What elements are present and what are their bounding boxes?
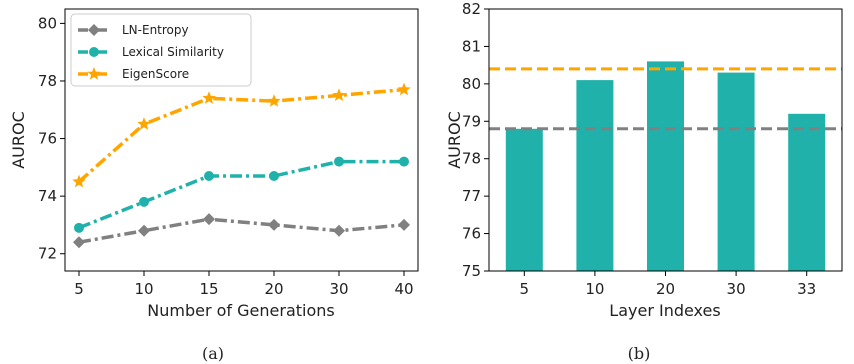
- legend-label-ln-entropy: LN-Entropy: [122, 23, 189, 37]
- y-tick-label: 81: [462, 37, 481, 55]
- data-point-lexical-similarity: [74, 222, 84, 233]
- chart-a-frame: [64, 8, 419, 272]
- data-point-lexical-similarity: [399, 156, 409, 167]
- y-tick-label: 79: [462, 112, 481, 130]
- x-tick-label: 30: [329, 280, 348, 298]
- x-tick-label: 40: [394, 280, 413, 298]
- x-tick-label: 5: [74, 280, 84, 298]
- data-point-ln-entropy: [138, 224, 150, 237]
- chart-b-caption: (b): [628, 344, 651, 363]
- legend-marker-lexical-similarity: [89, 47, 99, 57]
- chart-a-ylabel: AUROC: [9, 111, 28, 169]
- data-point-eigenscore: [332, 88, 346, 101]
- x-tick-label: 5: [520, 280, 530, 298]
- data-point-eigenscore: [137, 117, 151, 130]
- y-tick-label: 76: [462, 225, 481, 243]
- y-tick-label: 78: [38, 72, 57, 90]
- bar-layer-30: [717, 72, 755, 271]
- bar-layer-5: [505, 128, 543, 271]
- legend-marker-eigenscore: [87, 67, 101, 80]
- legend-marker-ln-entropy: [88, 24, 100, 36]
- y-tick-label: 74: [38, 187, 57, 205]
- x-tick-label: 10: [134, 280, 153, 298]
- bar-layer-10: [576, 80, 614, 271]
- data-point-lexical-similarity: [334, 156, 344, 167]
- chart-a-caption: (a): [202, 344, 224, 363]
- data-point-eigenscore: [202, 91, 216, 104]
- x-tick-label: 33: [797, 280, 816, 298]
- y-tick-label: 80: [38, 14, 57, 32]
- y-tick-label: 77: [462, 187, 481, 205]
- data-point-lexical-similarity: [139, 196, 149, 207]
- data-point-lexical-similarity: [204, 170, 214, 181]
- series-line-eigenscore: [77, 87, 405, 184]
- data-point-lexical-similarity: [269, 170, 279, 181]
- data-point-eigenscore: [397, 82, 411, 96]
- series-line-ln-entropy: [78, 217, 405, 244]
- chart-a-xlabel: Number of Generations: [147, 301, 334, 320]
- data-point-eigenscore: [267, 94, 281, 107]
- data-point-ln-entropy: [203, 213, 215, 226]
- data-point-ln-entropy: [333, 224, 345, 237]
- data-point-ln-entropy: [73, 236, 85, 249]
- chart-b-xlabel: Layer Indexes: [609, 301, 720, 320]
- bar-layer-33: [788, 113, 826, 271]
- data-point-ln-entropy: [268, 218, 280, 231]
- y-tick-label: 76: [38, 130, 57, 148]
- x-tick-label: 10: [585, 280, 604, 298]
- chart-a-legend: LN-Entropy Lexical Similarity EigenScore: [70, 13, 252, 87]
- x-tick-label: 15: [199, 280, 218, 298]
- chart-a: 5 10 15 20 30 40 72 74 76 78 80 Number of Generati…: [9, 8, 419, 363]
- x-tick-label: 20: [264, 280, 283, 298]
- data-point-eigenscore: [72, 174, 86, 188]
- x-tick-label: 30: [727, 280, 746, 298]
- series-line-lexical-similarity: [78, 159, 404, 230]
- legend-box: [70, 13, 252, 87]
- legend-label-lexical-similarity: Lexical Similarity: [122, 45, 224, 59]
- x-tick-label: 20: [656, 280, 675, 298]
- y-tick-label: 82: [462, 0, 481, 18]
- y-tick-label: 72: [38, 245, 57, 263]
- y-tick-label: 78: [462, 150, 481, 168]
- data-point-ln-entropy: [398, 218, 410, 231]
- chart-b-ylabel: AUROC: [445, 111, 464, 169]
- y-tick-label: 80: [462, 75, 481, 93]
- y-tick-label: 75: [462, 262, 481, 280]
- legend-label-eigenscore: EigenScore: [122, 67, 189, 81]
- bar-layer-20: [647, 61, 684, 272]
